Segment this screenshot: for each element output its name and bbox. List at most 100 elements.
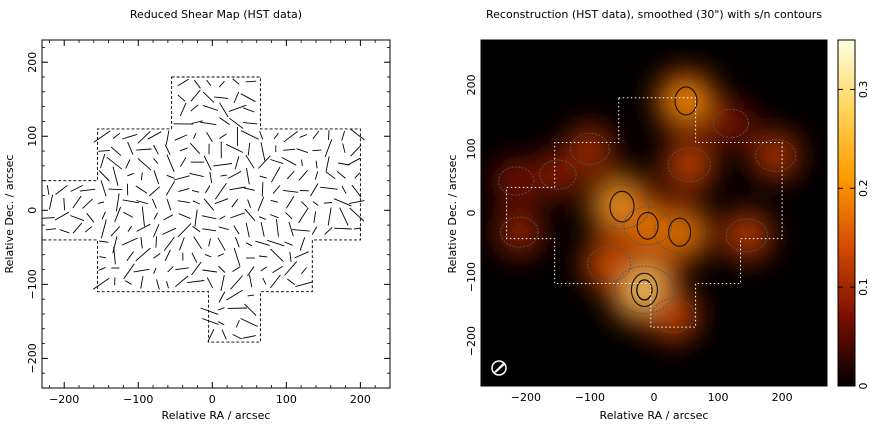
shear-stick [178,187,190,193]
shear-stick [201,215,217,220]
shear-y-tick-label: 0 [26,207,39,214]
shear-stick [301,159,303,167]
shear-stick [206,277,213,289]
shear-stick [328,130,330,141]
shear-stick [338,162,350,166]
shear-stick [123,211,134,218]
shear-stick [339,207,349,226]
shear-stick [348,200,365,205]
shear-stick [257,196,265,212]
shear-stick [59,229,70,234]
shear-stick [135,185,148,194]
recon-x-tick-label: 0 [651,391,658,404]
shear-stick [209,172,213,184]
sn-contour [500,216,539,248]
shear-stick [283,148,296,151]
shear-stick [350,144,362,157]
shear-stick [260,142,266,161]
shear-stick [84,226,92,233]
shear-stick [301,267,307,275]
shear-stick [235,237,240,248]
shear-stick [179,237,185,251]
shear-stick [106,156,123,170]
shear-stick [190,104,199,112]
recon-y-tick-label: 200 [465,74,478,95]
shear-stick [112,132,121,139]
shear-stick [292,229,310,232]
shear-stick [227,171,242,179]
shear-stick [93,130,111,143]
shear-stick [125,159,131,169]
shear-stick [243,122,258,125]
colorbar-tick-label: 0.1 [857,278,870,296]
shear-stick [336,171,346,179]
shear-stick [247,199,252,208]
sn-contour [668,217,692,247]
shear-stick [232,266,241,272]
shear-stick [272,266,283,274]
shear-stick [70,184,83,192]
shear-stick [174,134,188,141]
shear-x-tick-label: 200 [350,393,371,406]
shear-stick [133,268,150,273]
shear-stick [207,328,215,342]
shear-stick [82,198,93,209]
shear-stick [341,185,347,194]
shear-stick [122,199,140,204]
shear-stick [178,213,191,220]
shear-stick [153,253,161,259]
shear-stick [351,184,362,198]
shear-stick [92,277,110,290]
shear-stick [110,146,122,156]
shear-stick [228,104,247,112]
shear-stick [206,132,213,143]
shear-stick [99,256,106,259]
shear-y-tick-label: 200 [26,52,39,73]
shear-stick [98,266,106,271]
shear-stick [287,278,295,285]
shear-stick [203,198,215,211]
sn-contour [654,211,706,253]
shear-stick [298,207,309,224]
mass-peak [578,137,602,161]
shear-stick [217,253,225,257]
shear-stick [333,198,352,207]
shear-stick [202,228,217,232]
shear-field-outline [42,76,361,343]
shear-stick [126,251,134,262]
shear-stick [208,238,211,247]
shear-stick [259,216,267,220]
shear-stick [165,130,170,145]
shear-stick [194,209,198,227]
shear-stick [98,170,110,182]
shear-stick [325,156,330,172]
shear-y-axis-label: Relative Dec. / arcsec [3,155,16,274]
shear-stick [141,206,145,227]
shear-stick [221,329,227,340]
shear-x-tick-label: −100 [123,393,153,406]
shear-stick [285,212,293,220]
shear-stick [42,217,55,219]
shear-stick [153,224,160,238]
recon-x-tick-label: 100 [708,391,729,404]
shear-stick [325,171,336,180]
shear-stick [70,215,85,222]
shear-stick [270,159,284,165]
sn-contour [712,108,749,138]
shear-stick [295,281,313,288]
shear-stick [100,219,107,239]
shear-stick [235,320,240,328]
sn-contour [614,265,675,315]
shear-stick [124,280,132,285]
shear-stick [191,189,200,193]
shear-stick [127,225,132,232]
shear-stick [244,187,255,191]
shear-stick [232,78,240,85]
sn-contour [539,159,577,190]
shear-stick [255,240,270,246]
shear-stick [220,174,227,177]
sn-contour [630,272,658,308]
shear-stick [240,318,258,327]
shear-stick [156,279,160,290]
sn-contour [755,138,797,172]
